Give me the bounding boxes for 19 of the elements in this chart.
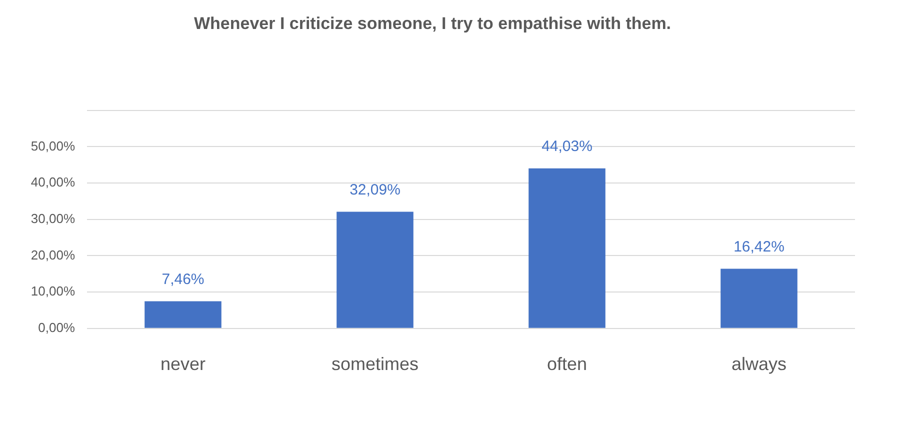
bar [528,168,606,328]
bar [720,268,798,328]
bar [144,301,222,328]
y-tick-label: 50,00% [30,138,76,154]
chart-title: Whenever I criticize someone, I try to empathise with them. [194,14,672,33]
y-tick-label: 30,00% [30,210,76,226]
x-tick-label: never [160,354,206,374]
data-label: 16,42% [734,238,784,256]
x-tick-label: sometimes [331,354,419,374]
y-tick-label: 40,00% [30,174,76,190]
data-label: 7,46% [162,270,204,288]
x-tick-label: often [546,354,588,374]
data-label: 44,03% [542,138,592,156]
bar [336,212,414,328]
y-tick-label: 10,00% [30,284,76,299]
y-tick-label: 20,00% [30,247,76,262]
y-tick-label: 0,00% [38,320,76,335]
x-tick-label: always [731,354,787,374]
data-label: 32,09% [350,181,400,198]
